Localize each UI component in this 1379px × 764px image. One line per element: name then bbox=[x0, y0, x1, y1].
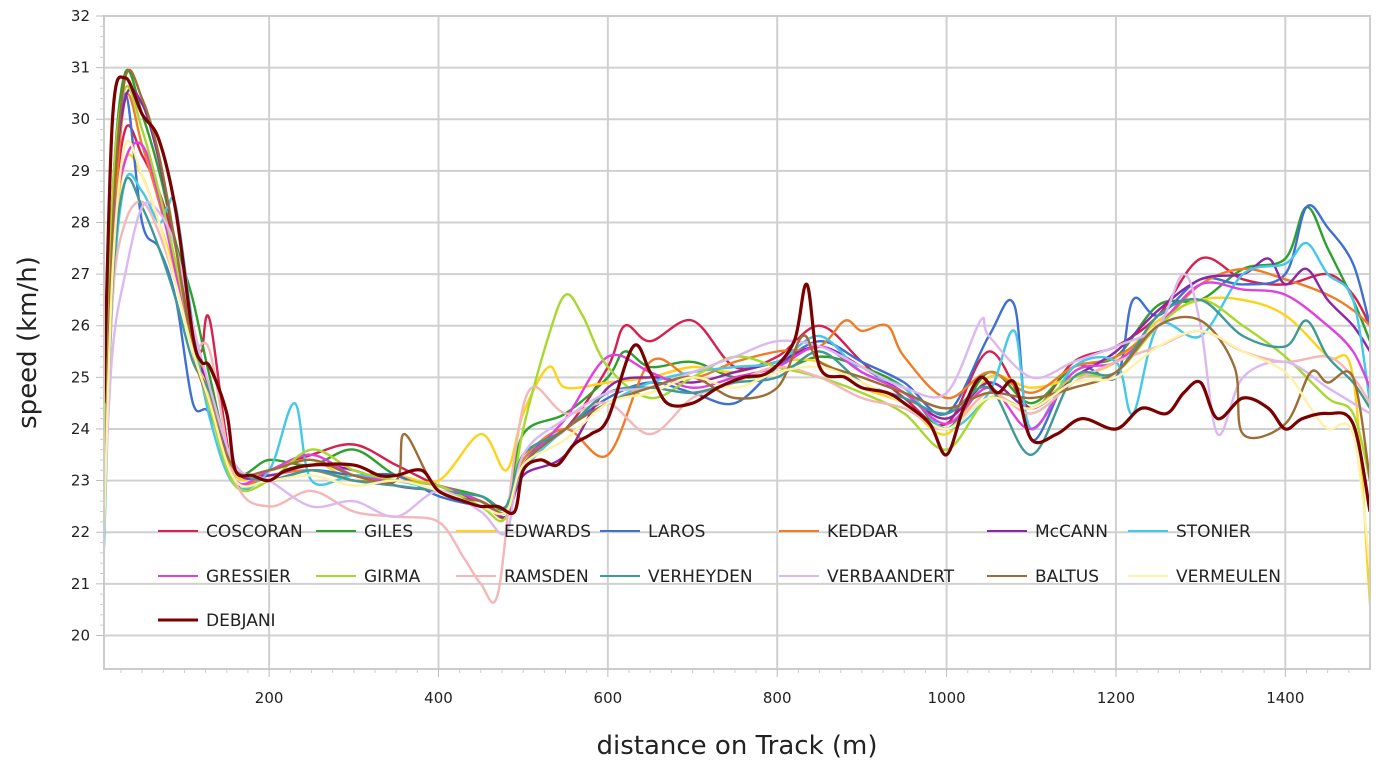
x-tick-label: 1400 bbox=[1266, 689, 1304, 707]
series-line-verbaandert bbox=[104, 201, 1370, 536]
x-tick-label: 1000 bbox=[927, 689, 965, 707]
y-tick-label: 25 bbox=[71, 368, 90, 386]
tick-labels: 20 21 22 23 24 25 26 27 28 29 30 31 32 200 400 600 800 10… bbox=[71, 7, 1350, 707]
x-tick-label: 600 bbox=[594, 689, 623, 707]
plot-frame bbox=[103, 15, 1371, 670]
x-tick-label: 1200 bbox=[1097, 689, 1135, 707]
x-tick-label: 800 bbox=[763, 689, 792, 707]
legend-label-giles: GILES bbox=[364, 522, 413, 542]
y-tick-label: 21 bbox=[71, 575, 90, 593]
x-tick-label: 400 bbox=[424, 689, 453, 707]
y-tick-label: 31 bbox=[71, 59, 90, 77]
series-line-baltus bbox=[104, 68, 1370, 533]
series-line-debjani bbox=[104, 75, 1370, 516]
legend-label-keddar: KEDDAR bbox=[827, 522, 898, 542]
series-lines bbox=[104, 68, 1370, 605]
series-line-vermeulen bbox=[104, 139, 1370, 569]
y-tick-label: 27 bbox=[71, 265, 90, 283]
legend-label-mccann: McCANN bbox=[1035, 522, 1108, 542]
y-tick-label: 20 bbox=[71, 626, 90, 644]
series-line-verheyden bbox=[104, 176, 1370, 533]
y-tick-label: 28 bbox=[71, 213, 90, 231]
y-tick-label: 30 bbox=[71, 110, 90, 128]
legend-label-coscoran: COSCORAN bbox=[206, 522, 303, 542]
y-tick-label: 29 bbox=[71, 162, 90, 180]
legend: COSCORAN GILES EDWARDS LAROS KEDDAR McCANN STO… bbox=[158, 522, 1281, 631]
x-tick-label: 200 bbox=[255, 689, 284, 707]
legend-label-baltus: BALTUS bbox=[1035, 567, 1099, 587]
legend-label-laros: LAROS bbox=[648, 522, 705, 542]
y-tick-label: 26 bbox=[71, 317, 90, 335]
legend-label-stonier: STONIER bbox=[1176, 522, 1251, 542]
legend-label-vermeulen: VERMEULEN bbox=[1176, 567, 1281, 587]
legend-label-debjani: DEBJANI bbox=[206, 611, 276, 631]
y-tick-label: 32 bbox=[71, 7, 90, 25]
legend-label-gressier: GRESSIER bbox=[206, 567, 291, 587]
x-axis-title: distance on Track (m) bbox=[597, 731, 878, 761]
y-tick-label: 22 bbox=[71, 523, 90, 541]
legend-label-verheyden: VERHEYDEN bbox=[648, 567, 753, 587]
legend-label-ramsden: RAMSDEN bbox=[504, 567, 589, 587]
legend-label-verbaandert: VERBAANDERT bbox=[827, 567, 955, 587]
y-axis-title: speed (km/h) bbox=[13, 256, 43, 429]
y-tick-label: 24 bbox=[71, 420, 90, 438]
y-tick-label: 23 bbox=[71, 472, 90, 490]
legend-label-edwards: EDWARDS bbox=[504, 522, 591, 542]
legend-label-girma: GIRMA bbox=[364, 567, 421, 587]
grid-lines bbox=[104, 15, 1370, 669]
